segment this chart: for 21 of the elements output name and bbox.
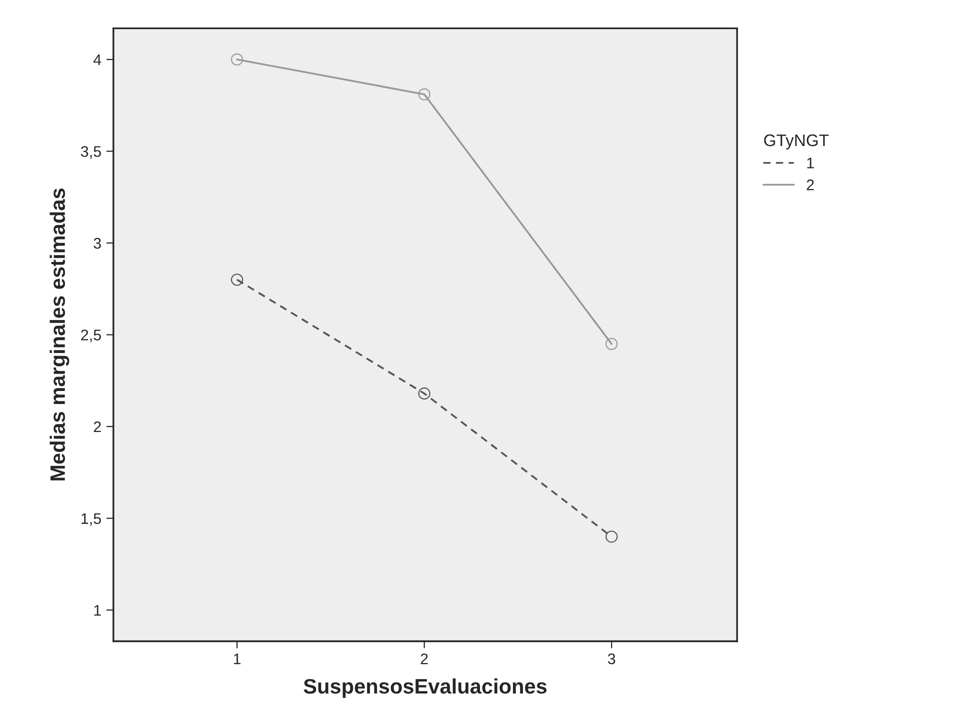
point: [418, 387, 430, 400]
point: [606, 530, 618, 543]
y-tick-label: 3,5: [80, 146, 101, 159]
y-tick-label: 3: [94, 238, 101, 249]
point: [606, 338, 618, 350]
legend-label: 1: [807, 158, 814, 168]
y-tick-label: 1: [94, 605, 101, 616]
point: [418, 88, 430, 100]
x-axis-title: SuspensosEvaluaciones: [304, 678, 547, 698]
point: [230, 53, 244, 66]
y-axis-title: Medias marginales estimadas: [50, 188, 70, 480]
y-tick-label: 1,5: [82, 513, 101, 526]
y-tick-label: 4: [93, 54, 102, 66]
legend-title: GTyNGT: [764, 134, 829, 150]
y-tick-label: 2,5: [81, 330, 101, 342]
x-tick-label: 2: [420, 653, 428, 664]
legend-label: 2: [806, 179, 814, 190]
x-tick-label: 1: [234, 654, 241, 664]
x-tick-label: 3: [608, 653, 616, 664]
y-tick-label: 2: [94, 421, 101, 432]
point: [230, 274, 244, 286]
